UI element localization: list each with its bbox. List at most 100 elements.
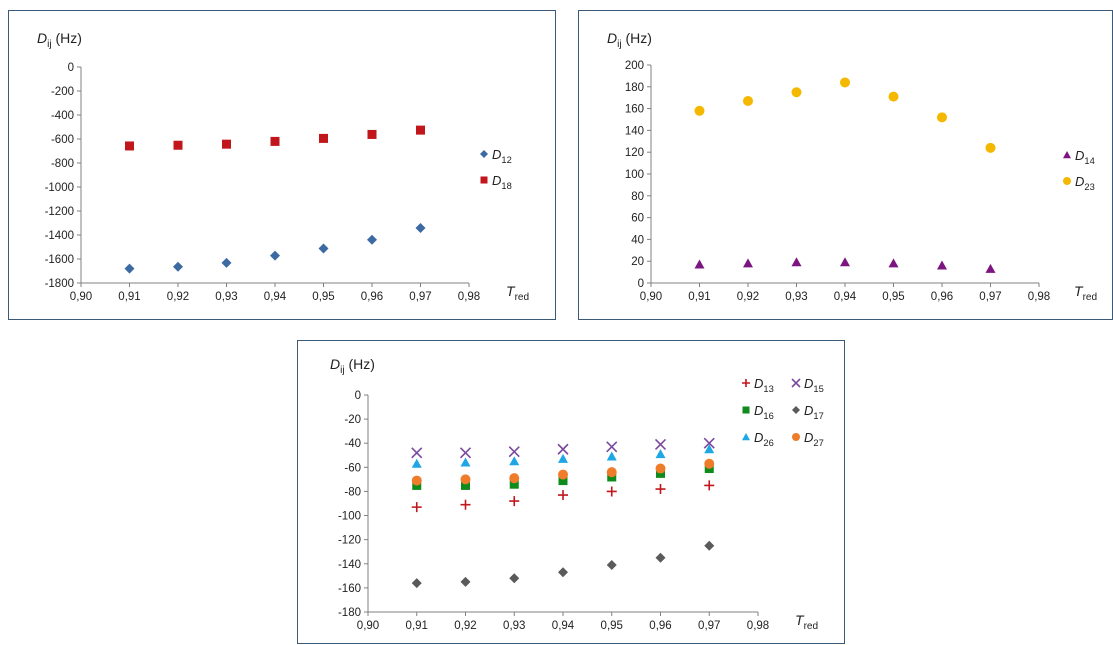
y-axis-label: Dij (Hz) (330, 356, 375, 376)
data-point-D26 (411, 458, 422, 468)
y-tick-label: -1600 (45, 254, 74, 266)
x-tick-label: 0,95 (882, 291, 904, 303)
data-point-D12 (415, 223, 426, 234)
legend-label: D18 (492, 173, 512, 191)
legend-marker (792, 406, 800, 414)
x-tick-label: 0,93 (503, 620, 525, 632)
y-tick-label: 100 (625, 169, 644, 181)
y-tick-label: 180 (625, 82, 644, 94)
y-axis-label-main: D (330, 356, 340, 372)
x-axis-label-main: T (506, 283, 516, 299)
data-point-D12 (221, 257, 232, 268)
data-point-D23 (937, 112, 947, 123)
x-tick-label: 0,96 (649, 620, 671, 632)
data-point-D18 (319, 133, 328, 143)
legend-label: D12 (492, 147, 512, 165)
x-tick-label: 0,90 (640, 291, 662, 303)
y-tick-label: 40 (631, 234, 644, 246)
y-tick-label: -20 (344, 414, 361, 426)
data-point-D23 (888, 91, 899, 102)
y-axis-label-unit: (Hz) (345, 356, 375, 372)
legend-label: D16 (754, 403, 774, 421)
data-point-D12 (270, 250, 280, 261)
y-tick-label: -400 (51, 110, 74, 122)
data-point-D26 (606, 451, 617, 461)
data-point-D15 (606, 441, 618, 453)
data-point-D26 (655, 449, 666, 459)
data-point-D16 (558, 476, 568, 486)
y-tick-label: -120 (338, 535, 361, 547)
x-tick-label: 0,95 (601, 620, 623, 632)
x-tick-label: 0,92 (167, 291, 189, 303)
data-point-D15 (703, 437, 715, 449)
legend-label-sub: 27 (813, 438, 823, 448)
data-point-D17 (704, 540, 715, 551)
chart-svg-bottom: 0,90 0,91 0,92 0,93 0,94 0,95 0,96 0,97 0,98 0 -20… (330, 356, 824, 632)
legend-marker (1063, 177, 1071, 185)
legend-label-sub: 12 (501, 155, 511, 165)
x-tick-label: 0,98 (458, 291, 480, 303)
y-tick-label: -60 (344, 462, 361, 474)
data-point-D27 (558, 469, 568, 480)
legend-marker (480, 176, 488, 184)
x-axis-label-main: T (1074, 283, 1084, 299)
data-point-D17 (460, 576, 471, 587)
y-tick-label: -1400 (45, 230, 74, 242)
x-axis-label-sub: red (1083, 292, 1098, 303)
legend-label: D27 (804, 430, 824, 448)
y-axis-label-main: D (37, 30, 47, 46)
data-point-D13 (655, 484, 666, 495)
x-axis-label-sub: red (804, 621, 819, 632)
data-point-D15 (411, 447, 423, 459)
data-point-D26 (460, 457, 471, 467)
x-tick-label: 0,96 (931, 291, 953, 303)
chart-svg-top-left: 0,90 0,91 0,92 0,93 0,94 0,95 0,96 0,97 0,98 0 -20… (37, 30, 530, 303)
data-point-D12 (173, 261, 183, 272)
legend-label-sub: 26 (763, 438, 773, 448)
series-D18 (125, 125, 425, 151)
x-tick-label: 0,91 (118, 291, 140, 303)
data-point-D14 (840, 257, 850, 267)
series-D27 (411, 458, 715, 486)
legend-marker (742, 433, 750, 441)
legend-label: D17 (804, 403, 824, 421)
y-axis-label-sub: ij (47, 39, 51, 50)
y-tick-label: 20 (631, 256, 644, 268)
series-D23 (694, 77, 996, 153)
y-tick-label: -200 (51, 86, 74, 98)
x-tick-label: 0,98 (1028, 291, 1050, 303)
data-point-D23 (694, 105, 705, 116)
data-point-D15 (508, 446, 520, 458)
legend-label-sub: 13 (763, 384, 773, 394)
legend-marker (1063, 151, 1071, 159)
legend-label-sub: 17 (813, 411, 823, 421)
y-tick-label: -140 (338, 559, 361, 571)
legend-label-main: D (1075, 174, 1084, 189)
data-point-D26 (704, 444, 715, 454)
x-tick-label: 0,97 (698, 620, 720, 632)
data-point-D18 (367, 129, 377, 139)
x-tick-label: 0,92 (737, 291, 759, 303)
x-axis-label-sub: red (515, 292, 530, 303)
x-tick-label: 0,93 (785, 291, 807, 303)
data-point-D18 (270, 136, 280, 146)
series-D17 (411, 540, 715, 589)
data-point-D14 (694, 259, 705, 269)
series-D15 (411, 437, 715, 459)
legend-label: D15 (804, 376, 824, 394)
legend-label-main: D (492, 173, 501, 188)
data-point-D12 (318, 243, 329, 254)
data-point-D18 (222, 139, 231, 149)
x-tick-label: 0,93 (215, 291, 237, 303)
y-axis-label-sub: ij (617, 39, 621, 50)
chart-svg-top-right: 0,90 0,91 0,92 0,93 0,94 0,95 0,96 0,97 0,982001… (607, 30, 1098, 303)
series-D12 (124, 223, 426, 274)
data-point-D15 (557, 443, 569, 455)
legend-label-main: D (804, 430, 813, 445)
y-axis-label-unit: (Hz) (622, 30, 652, 46)
data-point-D13 (558, 490, 568, 501)
y-tick-label: -100 (338, 511, 361, 523)
y-tick-label: -80 (344, 486, 361, 498)
